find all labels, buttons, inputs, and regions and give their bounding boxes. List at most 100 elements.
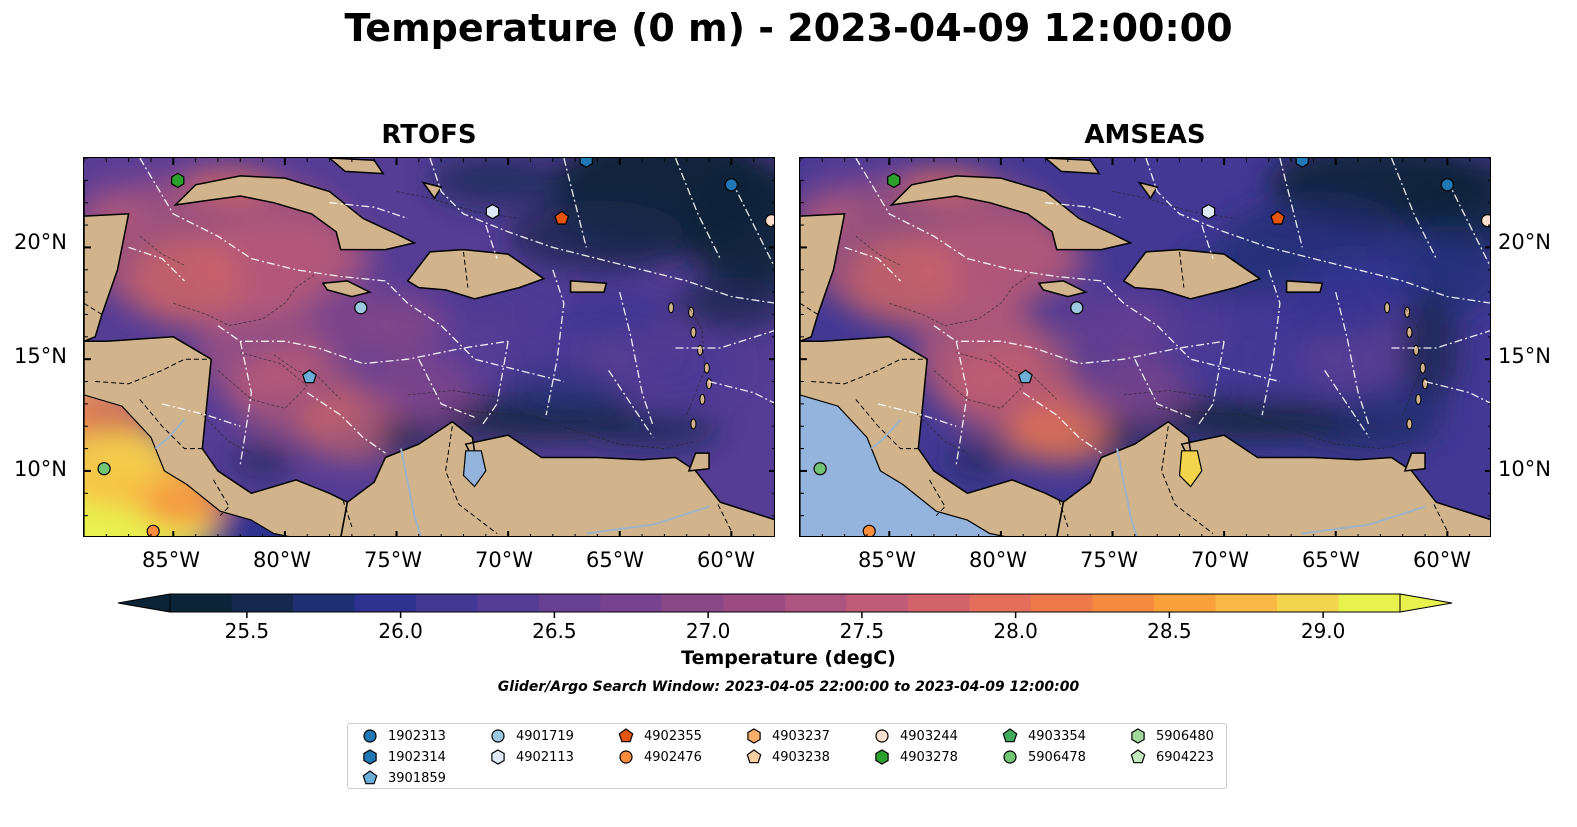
eez-boundary	[1335, 291, 1370, 427]
legend-marker[interactable]	[363, 749, 377, 765]
float-marker-4902355[interactable]	[1270, 210, 1286, 225]
colorbar-extend-max	[1399, 593, 1453, 613]
legend-marker[interactable]	[1131, 728, 1145, 744]
legend-item-1902313: 1902313	[362, 726, 446, 746]
float-marker-4901719[interactable]	[1070, 301, 1084, 315]
bathymetry-contour	[139, 235, 185, 266]
legend-marker[interactable]	[1130, 749, 1146, 764]
lon-tick-label: 60°W	[1413, 548, 1471, 572]
float-marker-4901719[interactable]	[354, 301, 368, 315]
float-marker-4902113[interactable]	[1201, 203, 1216, 220]
float-marker-1902314[interactable]	[579, 158, 593, 168]
eez-boundary	[674, 158, 721, 259]
land-south-america	[340, 420, 774, 536]
panel-title-amseas: AMSEAS	[1084, 120, 1206, 150]
eez-boundary	[1145, 158, 1490, 304]
legend-marker-pentagon-icon	[1130, 749, 1146, 764]
eez-boundary	[1261, 269, 1281, 416]
eez-boundary	[967, 257, 1281, 383]
map-canvas[interactable]	[84, 158, 775, 537]
float-marker-4902476[interactable]	[862, 524, 876, 537]
legend-marker[interactable]	[1002, 728, 1018, 743]
float-marker-4903244[interactable]	[764, 213, 775, 228]
lon-tick-label: 65°W	[1302, 548, 1360, 572]
colorbar-segment	[539, 594, 601, 612]
map-panel-amseas[interactable]	[799, 157, 1491, 537]
colorbar-segment	[170, 594, 232, 612]
legend-marker[interactable]	[491, 729, 505, 743]
eez-boundary	[730, 180, 774, 268]
colorbar-segment	[354, 594, 417, 612]
country-border	[463, 251, 469, 288]
land-jamaica	[321, 280, 372, 298]
map-panel-rtofs[interactable]	[83, 157, 775, 537]
legend-marker[interactable]	[875, 729, 889, 743]
float-marker-4903244[interactable]	[1480, 213, 1491, 228]
legend-marker[interactable]	[362, 770, 378, 785]
legend-item-4901719: 4901719	[490, 726, 574, 746]
float-marker-4902355[interactable]	[554, 210, 570, 225]
colorbar-segment	[969, 594, 1032, 612]
eez-boundary	[329, 202, 408, 220]
pacific-coastline	[800, 394, 1006, 536]
lesser-antilles-island	[703, 362, 710, 374]
land-bahamas2	[1137, 181, 1159, 200]
legend-marker[interactable]	[618, 728, 634, 743]
bathymetry-contour	[1157, 408, 1410, 450]
float-marker-5906478[interactable]	[813, 462, 827, 476]
temperature-shading	[84, 158, 774, 478]
lesser-antilles-island	[1406, 418, 1413, 430]
float-marker-3901859[interactable]	[302, 369, 317, 384]
land-bahamas2	[421, 181, 443, 200]
land-trinidad	[687, 452, 710, 472]
float-marker-3901859[interactable]	[1018, 369, 1033, 384]
legend-marker[interactable]	[491, 749, 505, 765]
lesser-antilles-island	[697, 344, 704, 356]
legend-marker[interactable]	[619, 750, 633, 764]
land-yucatan	[800, 180, 846, 343]
float-marker-4902113[interactable]	[485, 203, 500, 220]
river	[154, 418, 186, 450]
eez-boundary	[1196, 341, 1225, 427]
float-marker-4903278[interactable]	[171, 172, 185, 189]
float-marker-1902314[interactable]	[1295, 158, 1309, 168]
eez-boundary	[675, 330, 774, 349]
lon-tick-label: 70°W	[475, 548, 533, 572]
float-marker-1902313[interactable]	[1440, 178, 1454, 192]
float-marker-4902476[interactable]	[146, 524, 160, 537]
legend-marker-hexagon-icon	[491, 749, 505, 765]
map-canvas[interactable]	[800, 158, 1491, 537]
legend-item-4903244: 4903244	[874, 726, 958, 746]
legend-marker-hexagon-icon	[1131, 728, 1145, 744]
eez-boundary	[844, 246, 901, 282]
legend-label: 4902476	[644, 749, 702, 765]
float-marker-5906478[interactable]	[97, 462, 111, 476]
legend-item-4903278: 4903278	[874, 747, 958, 767]
colorbar-segment	[662, 594, 724, 612]
lesser-antilles-island	[1406, 326, 1413, 338]
country-border	[855, 399, 919, 450]
legend-marker[interactable]	[875, 749, 889, 765]
country-border	[84, 302, 103, 315]
land-bahamas1	[328, 158, 385, 175]
legend-marker-circle-icon	[1003, 750, 1017, 764]
bathymetry-contour	[933, 352, 1024, 409]
legend-item-6904223: 6904223	[1130, 747, 1214, 767]
eez-boundary	[619, 291, 654, 427]
float-marker-1902313[interactable]	[724, 178, 738, 192]
colorbar-segment	[231, 594, 294, 612]
legend-marker[interactable]	[747, 728, 761, 744]
legend-label: 6904223	[1156, 749, 1214, 765]
colorbar-segment	[1338, 594, 1401, 612]
country-border	[213, 479, 230, 516]
lesser-antilles-island	[699, 393, 706, 405]
float-marker-4903278[interactable]	[887, 172, 901, 189]
legend-marker[interactable]	[746, 749, 762, 764]
legend-marker[interactable]	[363, 729, 377, 743]
legend-marker[interactable]	[1003, 750, 1017, 764]
legend-marker-circle-icon	[875, 729, 889, 743]
eez-boundary	[933, 325, 1225, 365]
lesser-antilles-island	[1413, 344, 1420, 356]
country-border	[800, 302, 819, 315]
legend-item-3901859: 3901859	[362, 768, 446, 788]
